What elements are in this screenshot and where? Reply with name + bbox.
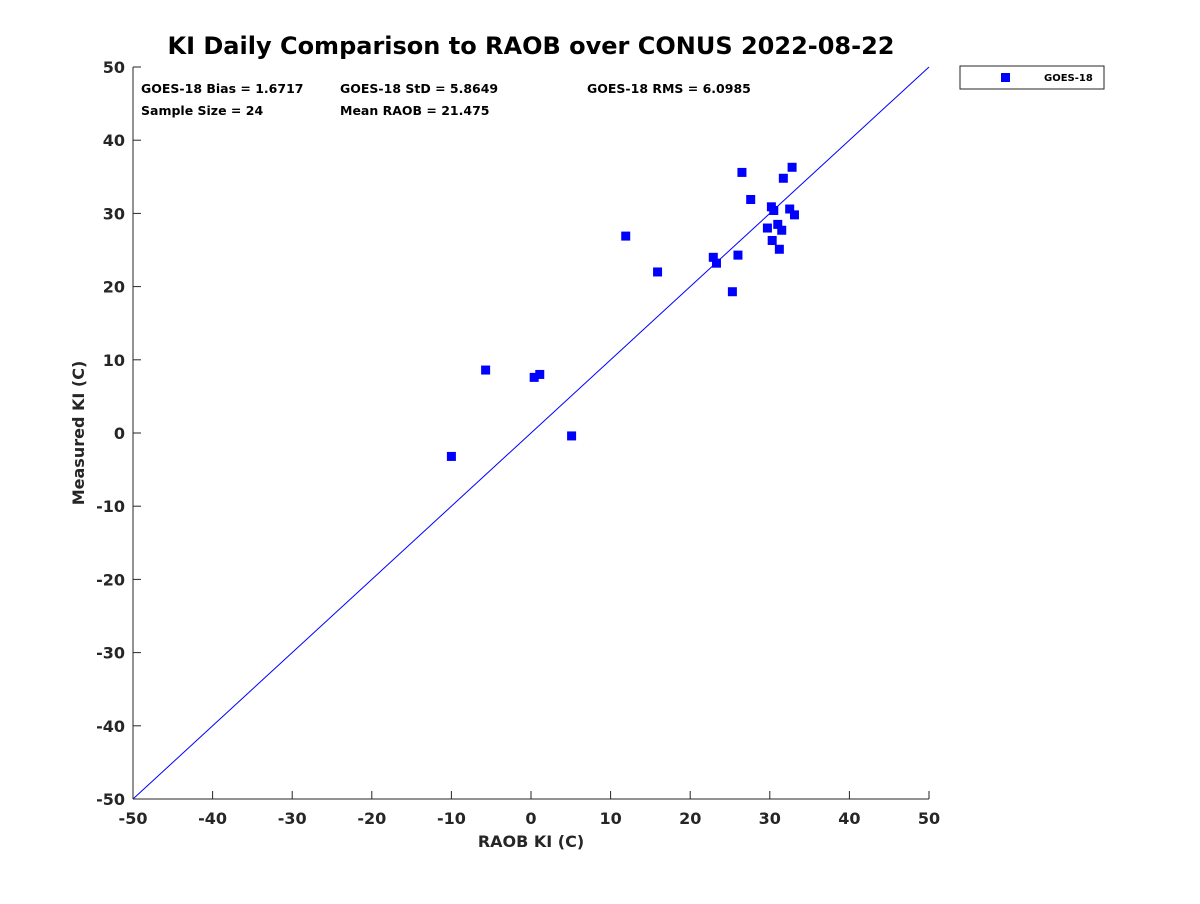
y-tick-label: 30 xyxy=(103,204,125,223)
y-tick-label: 50 xyxy=(103,58,125,77)
data-point xyxy=(774,244,784,254)
data-points-layer xyxy=(446,162,799,461)
data-point xyxy=(535,369,545,379)
legend: GOES-18 xyxy=(959,65,1105,90)
x-tick-label: 0 xyxy=(525,809,536,828)
x-tick-label: 30 xyxy=(759,809,781,828)
data-point xyxy=(711,258,721,268)
stat-mean-raob: Mean RAOB = 21.475 xyxy=(340,103,489,118)
data-point xyxy=(567,431,577,441)
data-point xyxy=(767,235,777,245)
legend-marker xyxy=(1001,73,1010,82)
data-point xyxy=(778,173,788,183)
y-tick-label: -30 xyxy=(96,644,125,663)
data-point xyxy=(785,204,795,214)
data-point xyxy=(746,194,756,204)
data-point xyxy=(446,451,456,461)
legend-label: GOES-18 xyxy=(1044,73,1093,84)
y-axis-ticks: -50 -40 -30 -20 -10 0 10 20 30 40 50 xyxy=(96,58,141,809)
x-tick-label: -30 xyxy=(278,809,307,828)
chart-title: KI Daily Comparison to RAOB over CONUS 2… xyxy=(168,32,895,60)
y-tick-label: -50 xyxy=(96,790,125,809)
data-point xyxy=(481,365,491,375)
data-point xyxy=(708,252,718,262)
x-axis-ticks: -50 -40 -30 -20 -10 0 10 20 30 40 50 xyxy=(119,791,940,828)
data-point xyxy=(727,287,737,297)
x-tick-label: 20 xyxy=(679,809,701,828)
reference-line xyxy=(132,66,930,800)
reference-line-layer xyxy=(132,66,930,800)
x-tick-label: 10 xyxy=(599,809,621,828)
y-tick-label: 10 xyxy=(103,351,125,370)
data-point xyxy=(737,167,747,177)
x-tick-label: -10 xyxy=(437,809,466,828)
data-point xyxy=(653,267,663,277)
legend-box xyxy=(959,65,1105,90)
stat-bias: GOES-18 Bias = 1.6717 xyxy=(141,81,303,96)
x-tick-label: 50 xyxy=(918,809,940,828)
y-tick-label: -20 xyxy=(96,570,125,589)
x-tick-label: 40 xyxy=(838,809,860,828)
x-axis-label: RAOB KI (C) xyxy=(478,832,584,851)
y-tick-label: 20 xyxy=(103,278,125,297)
data-point xyxy=(787,162,797,172)
data-point xyxy=(773,219,783,229)
data-point xyxy=(789,210,799,220)
data-point xyxy=(733,250,743,260)
y-tick-label: -40 xyxy=(96,717,125,736)
data-point xyxy=(762,223,772,233)
x-tick-label: -40 xyxy=(198,809,227,828)
y-axis-label: Measured KI (C) xyxy=(69,361,88,506)
stat-rms: GOES-18 RMS = 6.0985 xyxy=(587,81,751,96)
stat-std: GOES-18 StD = 5.8649 xyxy=(340,81,498,96)
y-tick-label: -10 xyxy=(96,497,125,516)
y-tick-label: 40 xyxy=(103,131,125,150)
x-tick-label: -20 xyxy=(357,809,386,828)
data-point xyxy=(529,372,539,382)
x-tick-label: -50 xyxy=(119,809,148,828)
y-tick-label: 0 xyxy=(114,424,125,443)
data-point xyxy=(621,231,631,241)
data-point xyxy=(769,205,779,215)
stat-sample-size: Sample Size = 24 xyxy=(141,103,263,118)
data-point xyxy=(777,225,787,235)
